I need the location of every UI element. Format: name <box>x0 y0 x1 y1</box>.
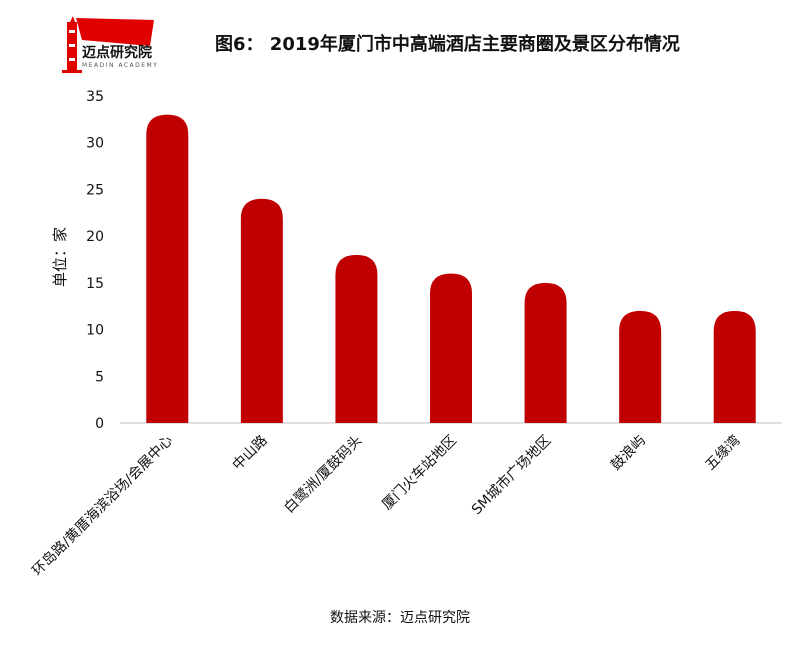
x-tick-labels: 环岛路/黄厝海滨浴场/会展中心 中山路 白鹭洲/厦鼓码头 厦门火车站地区 SM城市广场地… <box>29 432 744 579</box>
y-axis-label: 单位：家 <box>51 227 69 287</box>
bar <box>524 282 567 423</box>
x-tick-label: 鼓浪屿 <box>608 433 649 474</box>
y-tick-label: 10 <box>86 323 104 339</box>
chart-title: 图6： 2019年厦门市中高端酒店主要商圈及景区分布情况 <box>215 34 680 55</box>
bar <box>335 254 378 423</box>
y-tick-label: 20 <box>86 229 104 245</box>
bar <box>619 310 662 423</box>
bar <box>430 273 472 423</box>
x-tick-label: 中山路 <box>230 433 271 474</box>
x-tick-label: 厦门火车站地区 <box>379 432 460 513</box>
bar <box>240 198 283 423</box>
logo-text: 迈点研究院 <box>82 45 152 61</box>
x-tick-label: 环岛路/黄厝海滨浴场/会展中心 <box>29 432 176 579</box>
lighthouse-logo-icon <box>62 16 154 73</box>
data-source-note: 数据来源：迈点研究院 <box>330 610 470 626</box>
x-tick-label: 五缘湾 <box>702 432 744 474</box>
y-tick-label: 30 <box>86 136 104 152</box>
y-tick-label: 35 <box>86 89 104 105</box>
y-tick-label: 15 <box>86 276 104 292</box>
x-tick-label: 白鹭洲/厦鼓码头 <box>281 433 365 517</box>
chart-bars <box>146 114 756 423</box>
x-tick-label: SM城市广场地区 <box>468 432 554 518</box>
logo-subtitle: MEADIN ACADEMY <box>82 62 159 69</box>
bar <box>713 310 756 423</box>
y-tick-label: 0 <box>95 416 104 432</box>
y-tick-label: 5 <box>95 369 104 385</box>
y-tick-labels: 0 5 10 15 20 25 30 35 <box>86 89 104 432</box>
y-tick-label: 25 <box>86 182 104 198</box>
bar <box>146 114 189 423</box>
